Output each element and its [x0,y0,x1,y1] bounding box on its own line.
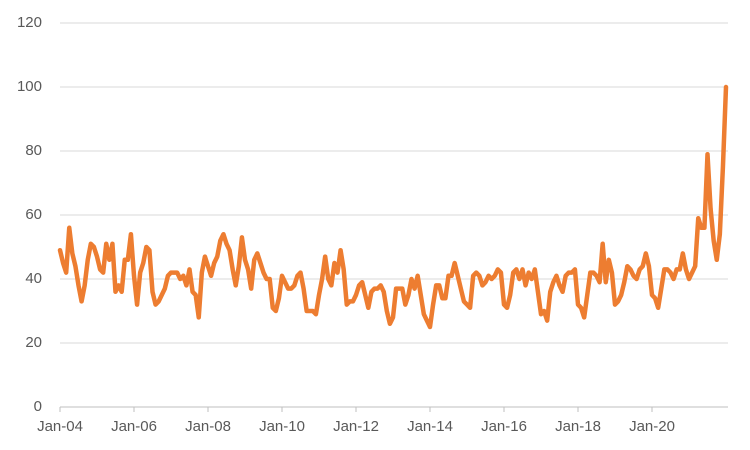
x-tick-label: Jan-14 [407,418,453,435]
x-tick-label: Jan-08 [185,418,231,435]
x-tick-label: Jan-20 [629,418,675,435]
y-tick-label: 80 [25,142,42,159]
x-tick-label: Jan-10 [259,418,305,435]
x-tick-label: Jan-04 [37,418,83,435]
x-tick-label: Jan-18 [555,418,601,435]
y-tick-label: 0 [34,398,42,415]
y-tick-label: 40 [25,270,42,287]
y-tick-label: 120 [17,14,42,31]
x-tick-label: Jan-06 [111,418,157,435]
y-tick-label: 20 [25,334,42,351]
line-series [57,84,729,330]
y-tick-label: 60 [25,206,42,223]
x-tick-label: Jan-12 [333,418,379,435]
x-tick-label: Jan-16 [481,418,527,435]
y-tick-label: 100 [17,78,42,95]
